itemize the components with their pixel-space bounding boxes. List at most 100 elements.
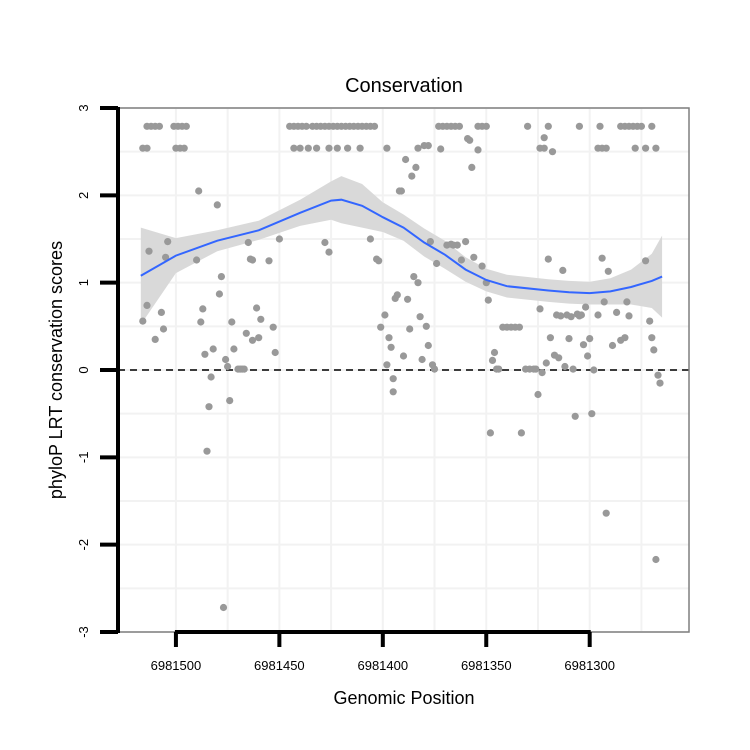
chart-title: Conservation [345, 75, 463, 97]
data-point [248, 256, 257, 264]
data-point [416, 313, 424, 321]
y-tick-label: 0 [76, 366, 91, 373]
data-point [424, 341, 432, 350]
data-point [515, 323, 524, 331]
x-tick-label: 6981400 [357, 658, 408, 673]
y-axis: -3 -2 -1 0 1 2 3 [76, 104, 120, 638]
data-point [375, 257, 383, 265]
data-point [567, 313, 575, 321]
data-point [584, 352, 592, 360]
data-point [488, 356, 497, 364]
data-point [542, 359, 550, 367]
data-point [383, 361, 391, 369]
data-point [205, 403, 213, 411]
data-point [600, 298, 608, 306]
data-point [224, 362, 232, 371]
data-point [602, 144, 610, 152]
data-point [418, 355, 426, 364]
data-point [143, 144, 151, 152]
data-point [387, 343, 395, 351]
data-point [546, 334, 555, 342]
data-point [399, 352, 408, 360]
data-point [642, 144, 650, 152]
data-point [621, 334, 629, 342]
data-point [155, 122, 163, 130]
data-point [271, 348, 279, 357]
points-layer [139, 122, 664, 612]
data-point [381, 311, 389, 319]
data-point [226, 397, 234, 405]
y-tick-label: -2 [76, 539, 91, 551]
data-point [548, 148, 557, 156]
data-point [406, 325, 414, 333]
data-point [182, 122, 190, 130]
confidence-band [140, 176, 663, 325]
data-point [466, 136, 474, 144]
data-point [412, 163, 420, 171]
data-point [157, 308, 165, 316]
data-point [325, 144, 333, 152]
data-point [646, 317, 654, 325]
data-point [462, 238, 470, 246]
data-point [544, 255, 552, 263]
data-point [393, 291, 401, 299]
data-point [642, 257, 650, 265]
data-point [544, 122, 552, 130]
y-tick-label: -1 [76, 452, 91, 464]
data-point [474, 146, 482, 154]
data-point [457, 256, 465, 264]
data-point [534, 390, 542, 399]
data-point [195, 187, 203, 195]
data-point [557, 312, 565, 320]
data-point [302, 122, 310, 130]
data-point [325, 248, 333, 256]
data-point [571, 412, 579, 420]
data-point [215, 290, 223, 298]
data-point [532, 365, 540, 373]
data-point [590, 366, 598, 374]
data-point [482, 122, 490, 130]
data-point [151, 335, 159, 343]
data-point [588, 410, 596, 418]
data-point [244, 238, 252, 247]
data-point [333, 144, 341, 152]
data-point [389, 375, 397, 383]
data-point [579, 341, 588, 349]
data-point [139, 317, 147, 325]
data-point [164, 238, 172, 246]
data-point [255, 334, 263, 342]
data-point [222, 355, 230, 364]
data-point [321, 238, 329, 247]
data-point [383, 144, 391, 152]
data-point [290, 144, 298, 152]
data-point [422, 322, 430, 330]
data-point [569, 365, 577, 373]
data-point [193, 256, 201, 264]
data-point [648, 122, 656, 130]
data-point [524, 122, 532, 130]
data-point [203, 447, 211, 455]
data-point [248, 336, 257, 344]
x-tick-label: 6981300 [564, 658, 615, 673]
data-point [414, 144, 422, 152]
data-point [536, 305, 544, 313]
data-point [143, 301, 151, 309]
data-point [402, 155, 410, 164]
smooth-line-layer [140, 198, 663, 295]
data-point [230, 345, 238, 353]
data-point [265, 257, 273, 265]
data-point [209, 345, 217, 353]
data-point [559, 266, 567, 274]
data-point [275, 235, 283, 243]
y-tick-label: 2 [76, 192, 91, 199]
data-point [313, 144, 321, 152]
y-axis-label: phyloP LRT conservation scores [46, 241, 66, 499]
y-tick-label: 3 [76, 104, 91, 111]
data-point [478, 262, 486, 270]
confidence-band-layer [140, 176, 663, 325]
data-point [608, 341, 617, 350]
x-axis: 6981500 6981450 6981400 6981350 6981300 [151, 630, 615, 673]
y-tick-label: -3 [76, 626, 91, 638]
data-point [426, 238, 434, 246]
